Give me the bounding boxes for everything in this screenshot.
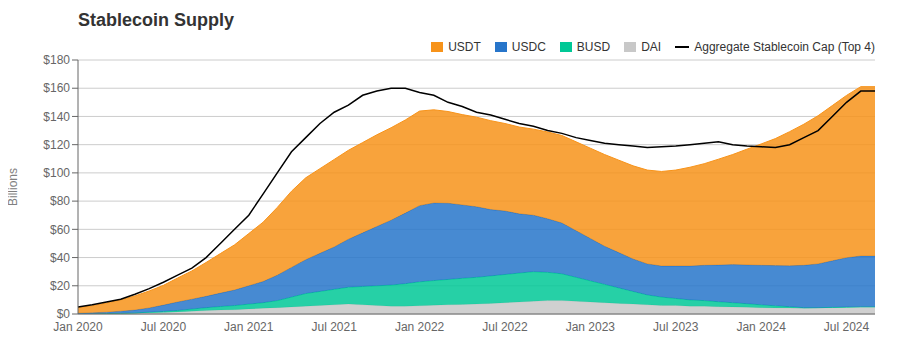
svg-text:Jul 2022: Jul 2022	[482, 320, 528, 334]
svg-text:$180: $180	[43, 53, 70, 67]
html-text:Aggregate Stablecoin Cap (Top: Aggregate Stablecoin Cap (Top 4)	[694, 40, 875, 54]
svg-text:Jan 2023: Jan 2023	[566, 320, 616, 334]
html-text:BUSD: BUSD	[576, 40, 611, 54]
html-text:DAI: DAI	[641, 40, 662, 54]
svg-text:$160: $160	[43, 81, 70, 95]
svg-text:$60: $60	[50, 223, 70, 237]
svg-text:Jul 2020: Jul 2020	[141, 320, 187, 334]
svg-text:Billions: Billions	[8, 168, 20, 206]
html-text:USDT: USDT	[448, 40, 481, 54]
svg-text:Jan 2020: Jan 2020	[53, 320, 103, 334]
svg-text:Jan 2024: Jan 2024	[736, 320, 786, 334]
svg-text:$80: $80	[50, 194, 70, 208]
svg-text:$40: $40	[50, 251, 70, 265]
svg-text:$20: $20	[50, 279, 70, 293]
svg-text:$120: $120	[43, 138, 70, 152]
svg-text:$100: $100	[43, 166, 70, 180]
svg-text:Jul 2021: Jul 2021	[311, 320, 357, 334]
svg-text:$0: $0	[57, 307, 71, 321]
svg-text:$140: $140	[43, 110, 70, 124]
svg-text:Jul 2024: Jul 2024	[824, 320, 870, 334]
html-text:Stablecoin Supply: Stablecoin Supply	[78, 10, 234, 30]
svg-text:Jan 2021: Jan 2021	[224, 320, 274, 334]
html-text:USDC: USDC	[511, 40, 546, 54]
svg-text:Jan 2022: Jan 2022	[395, 320, 445, 334]
svg-text:Jul 2023: Jul 2023	[653, 320, 699, 334]
